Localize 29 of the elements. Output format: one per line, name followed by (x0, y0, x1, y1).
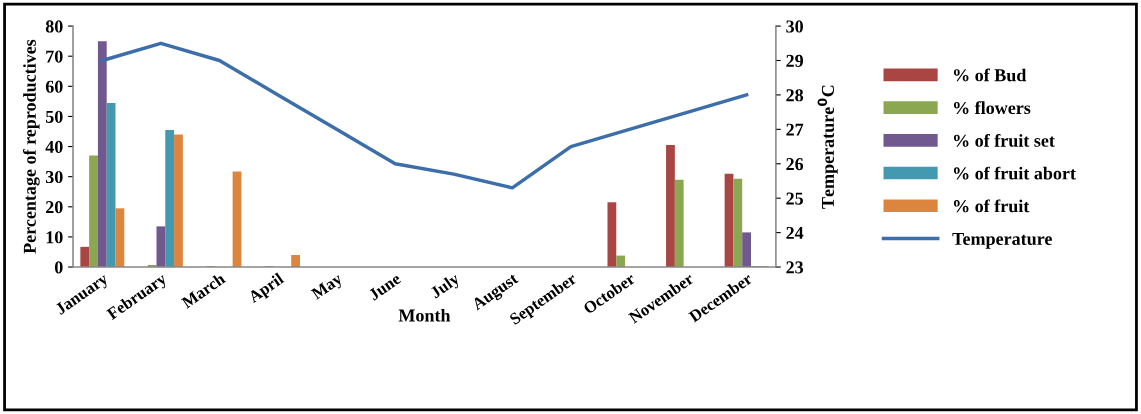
y-tick-label: 70 (46, 50, 63, 63)
x-axis-title: Month (398, 308, 451, 322)
legend-label: % of Bud (953, 68, 1027, 82)
y2-tick-label: 24 (786, 226, 804, 239)
legend-label: % of fruit set (953, 133, 1055, 147)
y-tick-label: 10 (46, 231, 63, 244)
y2-tick-label: 28 (786, 89, 804, 102)
y2-tick-label: 29 (786, 54, 804, 67)
legend-label: % of fruit abort (953, 166, 1076, 180)
y-tick-label: 60 (45, 80, 63, 93)
y-tick-label: 80 (45, 20, 63, 33)
x-tick-label: May (310, 272, 346, 303)
y2-tick-label: 23 (786, 261, 804, 274)
y2-tick-label: 30 (786, 20, 803, 33)
y-tick-label: 30 (45, 170, 63, 184)
y-tick-label: 0 (54, 261, 63, 274)
y-tick-label: 50 (45, 110, 63, 123)
y2-axis-title: Temperature$^{0}$C (817, 85, 838, 209)
y2-tick-label: 25 (786, 192, 803, 205)
legend-label: Temperature (952, 233, 1052, 249)
x-tick-label: July (429, 271, 463, 302)
x-tick-label: June (368, 272, 402, 301)
legend-label: % of fruit (953, 199, 1030, 213)
y-tick-label: 20 (46, 201, 63, 214)
y-tick-label: 40 (45, 140, 63, 153)
y2-tick-label: 27 (786, 123, 804, 136)
y2-tick-label: 26 (786, 158, 804, 171)
y-axis-title: Percentage of reproductives (22, 39, 40, 254)
legend-label: % flowers (953, 101, 1031, 115)
